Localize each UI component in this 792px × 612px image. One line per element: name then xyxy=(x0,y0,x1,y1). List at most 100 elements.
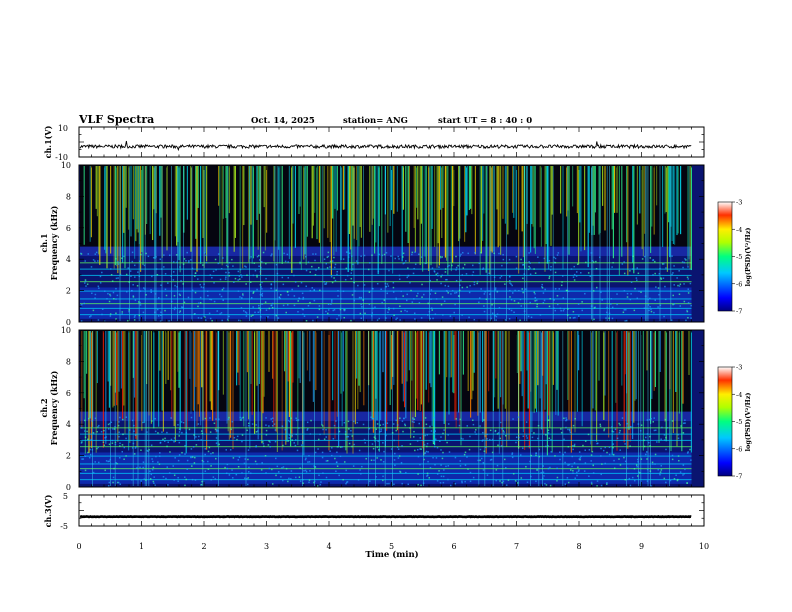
sferic-streak xyxy=(291,331,293,438)
noise-speckle xyxy=(576,471,578,474)
sferic-streak xyxy=(618,166,620,276)
noise-speckle xyxy=(172,465,174,467)
noise-speckle xyxy=(284,428,286,431)
sferic-streak xyxy=(256,166,258,221)
noise-speckle xyxy=(132,442,135,445)
sferic-streak xyxy=(161,331,163,411)
sferic-streak xyxy=(242,166,244,269)
noise-speckle xyxy=(342,258,345,260)
noise-speckle xyxy=(547,467,550,470)
impulse-line xyxy=(161,166,163,321)
noise-speckle xyxy=(407,267,409,269)
impulse-line xyxy=(567,166,568,321)
noise-speckle xyxy=(137,271,139,273)
noise-speckle xyxy=(119,416,121,419)
sferic-streak xyxy=(396,331,398,431)
noise-speckle xyxy=(565,417,567,419)
noise-speckle xyxy=(112,481,114,484)
noise-speckle xyxy=(573,443,576,446)
noise-speckle xyxy=(475,433,477,435)
sferic-streak xyxy=(428,166,430,272)
noise-speckle xyxy=(411,253,413,256)
noise-speckle xyxy=(432,456,434,459)
sferic-streak xyxy=(179,166,181,273)
noise-speckle xyxy=(211,276,213,279)
sferic-streak xyxy=(489,166,491,275)
sferic-streak xyxy=(530,166,532,253)
noise-speckle xyxy=(86,430,88,433)
noise-speckle xyxy=(195,444,198,446)
noise-speckle xyxy=(448,451,451,453)
noise-speckle xyxy=(383,450,385,453)
noise-speckle xyxy=(585,261,587,264)
impulse-line xyxy=(384,331,386,486)
noise-speckle xyxy=(256,255,259,258)
noise-speckle xyxy=(482,439,484,441)
noise-speckle xyxy=(563,438,565,441)
noise-speckle xyxy=(142,461,145,463)
noise-speckle xyxy=(331,281,334,284)
sferic-streak xyxy=(129,331,131,443)
noise-speckle xyxy=(222,257,224,259)
noise-speckle xyxy=(541,287,544,289)
noise-speckle xyxy=(264,301,267,303)
impulse-line xyxy=(647,331,649,486)
noise-speckle xyxy=(440,464,442,466)
noise-speckle xyxy=(178,293,181,295)
noise-speckle xyxy=(442,314,444,316)
noise-speckle xyxy=(241,472,243,474)
sferic-streak xyxy=(521,166,523,232)
sferic-streak xyxy=(375,166,377,243)
noise-speckle xyxy=(559,451,561,454)
noise-speckle xyxy=(271,468,273,471)
noise-speckle xyxy=(182,421,185,424)
noise-speckle xyxy=(550,439,552,441)
noise-speckle xyxy=(242,310,245,312)
noise-speckle xyxy=(117,263,120,265)
noise-speckle xyxy=(344,431,347,433)
noise-speckle xyxy=(241,434,244,436)
noise-speckle xyxy=(556,303,559,306)
noise-speckle xyxy=(650,485,652,487)
noise-speckle xyxy=(427,314,429,316)
noise-speckle xyxy=(690,304,692,307)
noise-speckle xyxy=(463,453,466,456)
noise-speckle xyxy=(385,286,387,288)
noise-speckle xyxy=(317,448,319,450)
sferic-streak xyxy=(243,166,245,226)
noise-speckle xyxy=(244,458,247,460)
sferic-streak xyxy=(471,331,473,400)
noise-speckle xyxy=(299,262,301,265)
sferic-streak xyxy=(122,166,124,263)
noise-speckle xyxy=(307,461,309,463)
sferic-streak xyxy=(632,166,634,263)
noise-speckle xyxy=(339,308,342,311)
noise-speckle xyxy=(494,314,496,317)
sferic-streak xyxy=(594,166,596,213)
noise-speckle xyxy=(403,417,405,420)
noise-speckle xyxy=(243,462,246,465)
noise-speckle xyxy=(496,433,499,435)
noise-speckle xyxy=(113,467,115,470)
noise-speckle xyxy=(154,293,157,295)
noise-speckle xyxy=(84,430,86,432)
sferic-streak xyxy=(534,331,536,409)
narrowband-line xyxy=(80,468,692,470)
noise-speckle xyxy=(434,445,436,448)
noise-speckle xyxy=(244,265,246,267)
noise-speckle xyxy=(554,261,557,264)
noise-speckle xyxy=(461,481,463,484)
sferic-streak xyxy=(291,166,293,273)
noise-speckle xyxy=(193,434,195,436)
noise-speckle xyxy=(204,448,207,450)
noise-speckle xyxy=(338,430,341,433)
noise-speckle xyxy=(575,271,578,273)
noise-speckle xyxy=(159,320,162,322)
noise-speckle xyxy=(498,307,501,309)
noise-speckle xyxy=(379,424,382,426)
noise-speckle xyxy=(368,303,371,306)
noise-speckle xyxy=(383,253,386,256)
noise-speckle xyxy=(248,466,250,469)
sferic-streak xyxy=(285,331,287,445)
noise-speckle xyxy=(442,475,445,478)
